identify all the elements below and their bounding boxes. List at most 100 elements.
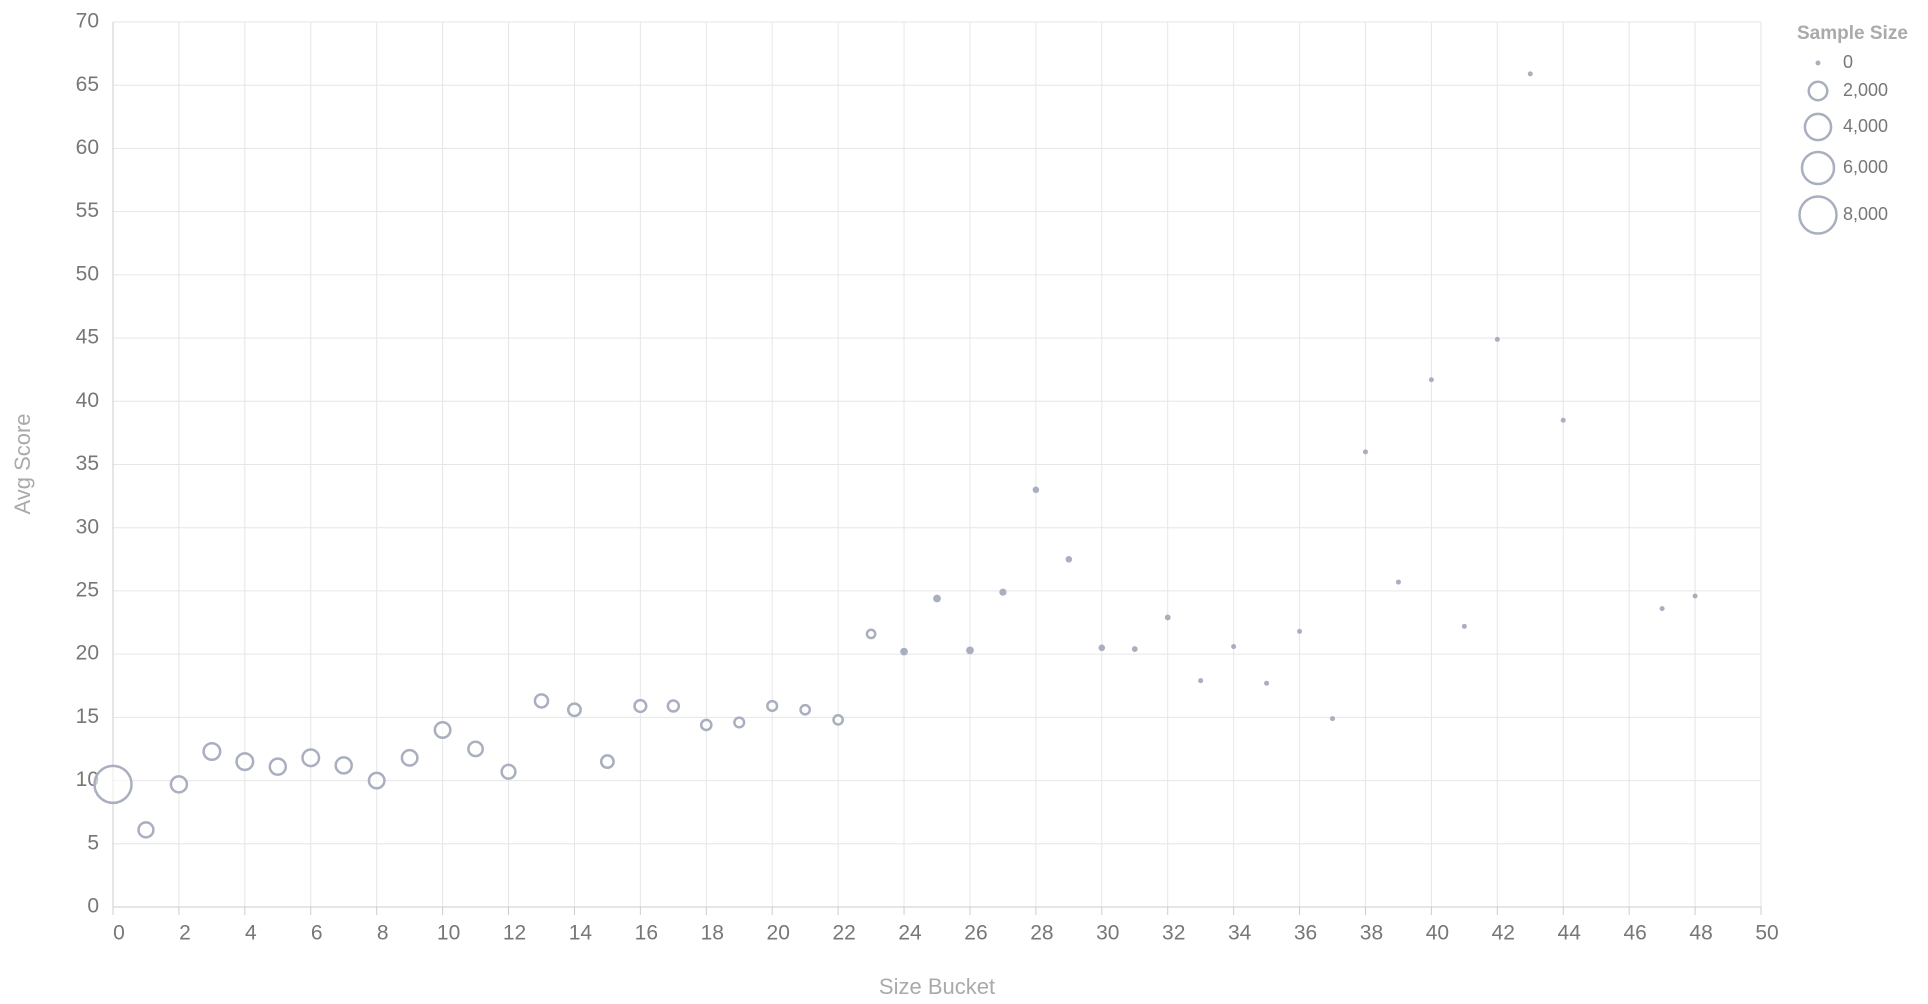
bubble [733,716,746,729]
legend-label: 4,000 [1843,116,1888,136]
x-tick-label: 50 [1755,922,1778,945]
legend-label: 0 [1843,52,1853,72]
bubble [1362,449,1368,455]
bubble [1198,678,1204,684]
bubble [1527,71,1533,77]
bubble [301,748,321,768]
bubble [832,714,844,726]
legend-bubble [1807,80,1829,102]
y-axis-title: Avg Score [10,413,35,514]
bubble [334,756,353,775]
bubble [666,699,681,713]
bubble [1560,417,1566,423]
legend-bubble [1800,150,1836,186]
x-tick-label: 18 [701,922,724,945]
bubble [766,699,779,713]
x-tick-label: 0 [113,922,125,945]
y-tick-label: 25 [76,578,99,601]
y-tick-label: 35 [76,452,99,475]
x-tick-label: 36 [1294,922,1317,945]
legend-label: 6,000 [1843,157,1888,177]
x-tick-label: 26 [964,922,987,945]
bubble [500,763,517,780]
y-tick-label: 5 [87,831,99,854]
bubble [1231,644,1237,650]
x-tick-label: 10 [437,922,460,945]
x-tick-label: 32 [1162,922,1185,945]
bubble [202,741,222,762]
x-tick-label: 6 [311,922,323,945]
x-tick-label: 46 [1623,922,1646,945]
y-tick-label: 40 [76,389,99,412]
y-tick-label: 0 [87,895,99,918]
bubble [1098,644,1106,652]
y-tick-label: 30 [76,515,99,538]
bubble [599,754,615,770]
x-tick-label: 12 [503,922,526,945]
bubble [1692,593,1698,599]
x-tick-label: 14 [569,922,593,945]
bubble [566,702,582,718]
bubble [699,718,713,732]
bubble [1297,628,1303,634]
y-tick-label: 50 [76,262,99,285]
bubble [169,775,189,794]
bubble [799,703,812,716]
bubble [400,748,419,767]
legend-bubble [1815,60,1821,66]
x-tick-label: 8 [377,922,389,945]
legend-title: Sample Size [1797,23,1908,44]
y-tick-label: 10 [76,768,99,791]
x-tick-label: 48 [1689,922,1712,945]
x-tick-label: 24 [898,922,922,945]
y-tick-label: 65 [76,73,99,96]
bubble [1330,716,1336,722]
x-tick-label: 34 [1228,922,1252,945]
legend-bubble [1798,195,1838,235]
bubble [1659,606,1665,612]
y-tick-label: 45 [76,326,99,349]
bubble [433,721,452,739]
x-tick-label: 28 [1030,922,1053,945]
bubble [1494,336,1500,342]
bubble [93,764,133,805]
x-tick-label: 2 [179,922,191,945]
bubble [137,821,155,839]
x-tick-label: 4 [245,922,257,945]
legend-label: 2,000 [1843,80,1888,100]
bubble [268,757,288,776]
x-tick-label: 30 [1096,922,1119,945]
bubble [1032,486,1040,494]
bubble [1164,614,1171,621]
legend-label: 8,000 [1843,204,1888,224]
x-tick-label: 42 [1492,922,1515,945]
bubble [533,693,550,709]
bubble [933,594,941,603]
x-axis-title: Size Bucket [879,974,995,999]
y-tick-label: 70 [76,10,99,33]
bubble [367,771,386,790]
y-tick-label: 55 [76,199,99,222]
bubble [235,752,255,772]
bubble [1428,377,1434,383]
bubble [467,740,484,758]
x-tick-label: 20 [767,922,790,945]
bubble [1065,556,1073,563]
y-tick-label: 15 [76,705,99,728]
bubble [966,646,974,655]
bubble [900,647,908,656]
x-tick-label: 22 [832,922,855,945]
bubble [999,588,1007,596]
legend-bubble [1803,112,1833,142]
y-tick-label: 60 [76,136,99,159]
x-tick-label: 44 [1558,922,1582,945]
y-tick-label: 20 [76,642,99,665]
bubble [865,628,877,640]
x-tick-label: 40 [1426,922,1449,945]
x-tick-label: 38 [1360,922,1383,945]
bubble [1395,579,1401,585]
bubble [1264,680,1270,686]
bubble [633,698,648,714]
